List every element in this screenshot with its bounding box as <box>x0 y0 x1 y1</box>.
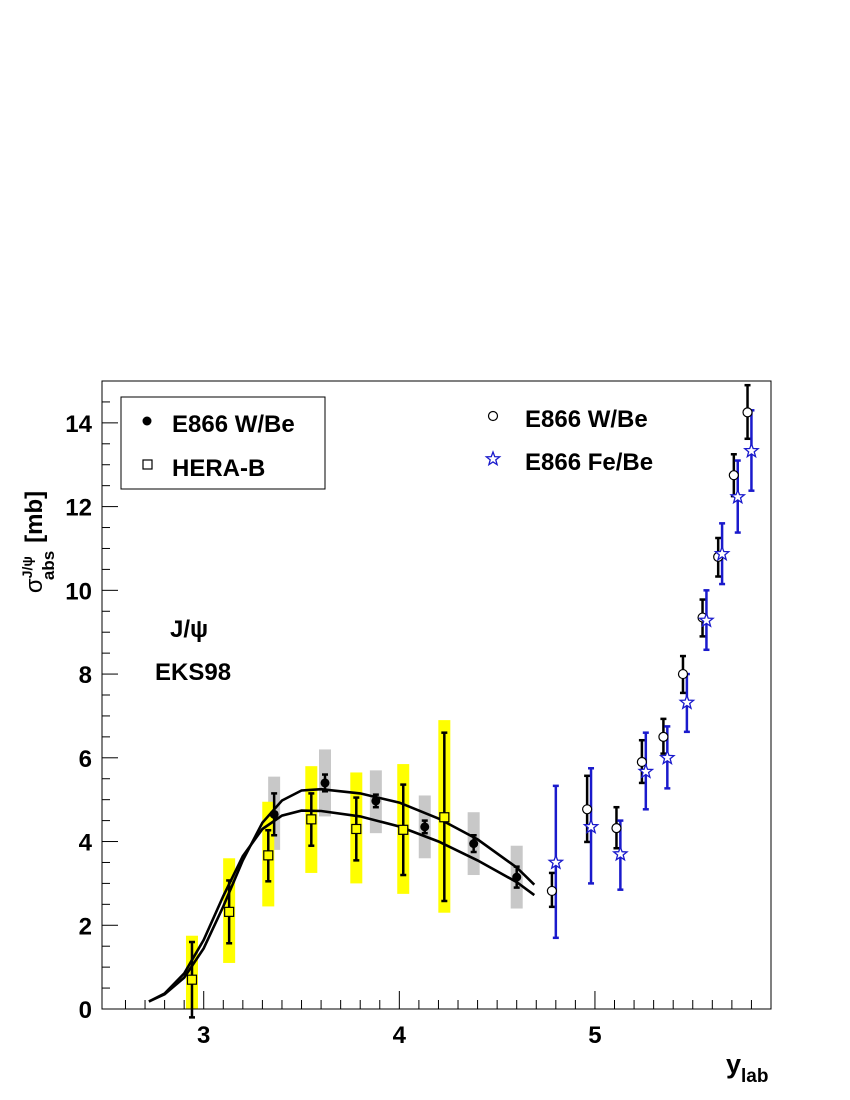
legend-label-herab: HERA-B <box>172 455 265 482</box>
data-point-open-star <box>729 488 747 505</box>
data-point-filled-circle <box>512 872 522 882</box>
data-point-open-star <box>713 545 731 562</box>
y-tick-label: 4 <box>79 830 93 857</box>
legend-marker-open-circle <box>487 410 499 422</box>
data-point-open-circle <box>742 407 753 418</box>
data-point-open-circle <box>582 804 593 815</box>
y-tick-label: 12 <box>65 495 92 522</box>
data-point-filled-circle <box>269 809 279 819</box>
eks98-curves <box>148 787 536 1003</box>
data-point-filled-circle <box>371 796 381 806</box>
data-point-open-star <box>582 818 600 835</box>
data-point-filled-circle <box>420 822 430 832</box>
y-tick-label: 10 <box>65 578 92 605</box>
data-point-open-star <box>678 693 696 710</box>
legend-star-shape <box>484 450 502 467</box>
data-point-open-square <box>306 814 317 825</box>
data-point-open-star <box>658 748 676 765</box>
legend-right: E866 W/Be E866 Fe/Be <box>484 406 653 476</box>
data-point-open-star <box>698 611 715 628</box>
data-point-filled-circle <box>320 778 330 788</box>
data-point-open-square <box>398 824 409 835</box>
annotation-eks98: EKS98 <box>155 659 231 686</box>
data-point-open-star <box>743 442 760 459</box>
data-point-open-square <box>351 823 362 835</box>
y-tick-label: 14 <box>65 411 92 438</box>
data-point-open-circle <box>658 731 669 742</box>
legend-label-e866-wbe-open: E866 W/Be <box>525 406 648 433</box>
data-point-open-star <box>611 845 629 862</box>
data-point-filled-circle <box>469 839 479 849</box>
x-tick-label: 5 <box>588 1022 601 1049</box>
legend-label-e866-wbe: E866 W/Be <box>172 411 295 438</box>
legend-label-e866-febe: E866 Fe/Be <box>525 449 653 476</box>
data-point-open-square <box>224 906 235 917</box>
data-point-open-star <box>547 853 565 870</box>
legend-left: E866 W/Be HERA-B <box>120 396 326 490</box>
y-tick-label: 2 <box>79 913 92 940</box>
y-tick-label: 0 <box>79 997 92 1024</box>
data-point-open-star <box>637 762 655 779</box>
data-point-open-circle <box>611 823 622 834</box>
annotation-jpsi: J/ψ <box>170 616 208 643</box>
x-axis-title: ylab <box>726 1049 768 1087</box>
x-tick-label: 4 <box>393 1022 407 1049</box>
systematic-bands <box>185 720 523 1009</box>
legend-marker-open-star <box>484 450 502 467</box>
data-point-open-square <box>439 812 450 823</box>
data-point-open-square <box>186 974 198 985</box>
legend-marker-filled-circle <box>142 416 152 426</box>
y-tick-label: 8 <box>79 662 92 689</box>
data-point-open-circle <box>728 470 739 481</box>
y-axis-title: σJ/ψ abs[mb] <box>19 491 58 593</box>
markers <box>186 407 760 985</box>
legend-box <box>120 396 326 490</box>
eks98-curve <box>148 809 536 1003</box>
data-point-open-square <box>263 850 274 861</box>
data-point-open-circle <box>546 885 558 897</box>
eks98-curve <box>148 787 536 1003</box>
legend-marker-open-square <box>142 459 153 470</box>
y-tick-label: 6 <box>79 746 92 773</box>
data-point-open-circle <box>636 756 647 768</box>
x-tick-label: 3 <box>197 1022 210 1049</box>
axes: 0 2 4 6 8 10 12 14 3 4 5 <box>65 380 772 1049</box>
data-point-open-circle <box>677 668 689 680</box>
